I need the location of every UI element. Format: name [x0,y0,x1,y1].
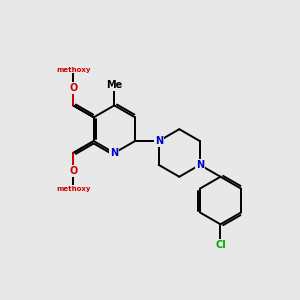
Text: O: O [69,82,77,93]
Text: Me: Me [106,80,122,90]
Text: O: O [69,166,77,176]
Text: Cl: Cl [215,239,226,250]
Text: N: N [110,148,118,158]
Text: N: N [154,136,163,146]
Text: methoxy: methoxy [56,186,90,192]
Text: N: N [196,160,204,170]
Text: methoxy: methoxy [56,67,90,73]
